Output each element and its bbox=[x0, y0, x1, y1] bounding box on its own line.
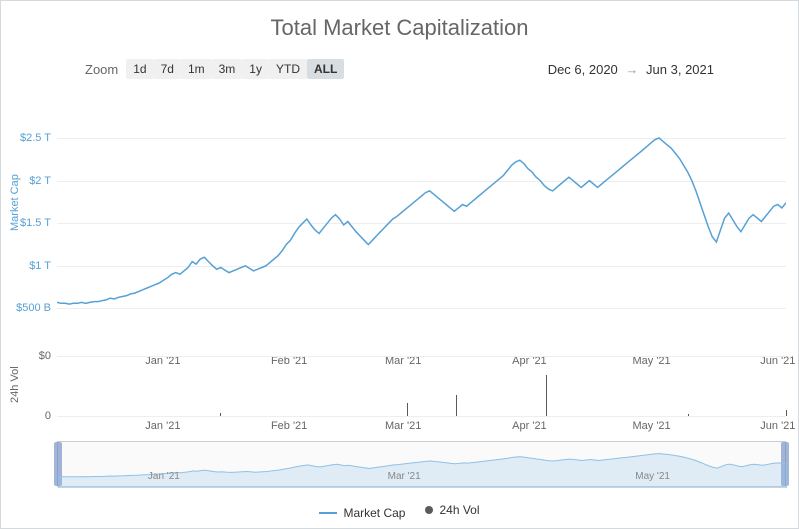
volume-bar bbox=[456, 395, 457, 416]
volume-bar bbox=[220, 413, 221, 416]
zoom-all-button[interactable]: ALL bbox=[307, 59, 344, 79]
volume-bar bbox=[546, 375, 547, 416]
legend: Market Cap 24h Vol bbox=[1, 503, 798, 520]
y-tick-label: $500 B bbox=[16, 302, 57, 314]
legend-line-icon bbox=[319, 512, 337, 514]
legend-label: Market Cap bbox=[343, 506, 405, 520]
zoom-1y-button[interactable]: 1y bbox=[242, 59, 269, 79]
y-tick-label: $2 T bbox=[29, 175, 57, 187]
main-chart-area[interactable]: $500 B$1 T$1.5 T$2 T$2.5 TJan '21Feb '21… bbox=[57, 121, 786, 351]
vol-tick-label: $0 bbox=[39, 350, 57, 362]
zoom-1d-button[interactable]: 1d bbox=[126, 59, 153, 79]
nav-tick-label: Jan '21 bbox=[148, 471, 180, 482]
zoom-group: Zoom 1d7d1m3m1yYTDALL bbox=[85, 59, 344, 79]
x-tick-label: Jan '21 bbox=[145, 416, 180, 432]
x-tick-label: Jun '21 bbox=[760, 416, 795, 432]
legend-item[interactable]: Market Cap bbox=[319, 506, 405, 520]
chart-title: Total Market Capitalization bbox=[1, 1, 798, 49]
vol-tick-label: 0 bbox=[45, 410, 57, 422]
date-range[interactable]: Dec 6, 2020 → Jun 3, 2021 bbox=[548, 62, 714, 77]
date-to: Jun 3, 2021 bbox=[646, 62, 714, 77]
x-tick-label: Feb '21 bbox=[271, 416, 307, 432]
y-tick-label: $1.5 T bbox=[20, 217, 57, 229]
chart-container: Total Market Capitalization Zoom 1d7d1m3… bbox=[0, 0, 799, 529]
arrow-icon: → bbox=[625, 62, 638, 77]
zoom-1m-button[interactable]: 1m bbox=[181, 59, 212, 79]
date-from: Dec 6, 2020 bbox=[548, 62, 618, 77]
navigator-chart[interactable]: Jan '21 Mar '21 May '21 bbox=[57, 441, 786, 487]
volume-chart-area[interactable]: 0$0Jan '21Feb '21Mar '21Apr '21May '21Ju… bbox=[57, 356, 786, 416]
legend-label: 24h Vol bbox=[439, 503, 479, 517]
vol-axis-label: 24h Vol bbox=[9, 366, 21, 403]
nav-tick-label: May '21 bbox=[635, 471, 670, 482]
x-tick-label: May '21 bbox=[633, 416, 671, 432]
y-tick-label: $1 T bbox=[29, 260, 57, 272]
legend-dot-icon bbox=[425, 506, 433, 514]
volume-bar bbox=[407, 403, 408, 416]
zoom-7d-button[interactable]: 7d bbox=[154, 59, 181, 79]
x-tick-label: Apr '21 bbox=[512, 416, 547, 432]
controls-bar: Zoom 1d7d1m3m1yYTDALL Dec 6, 2020 → Jun … bbox=[1, 49, 798, 87]
market-cap-line bbox=[57, 121, 786, 351]
legend-item[interactable]: 24h Vol bbox=[425, 503, 479, 517]
zoom-label: Zoom bbox=[85, 62, 118, 77]
zoom-3m-button[interactable]: 3m bbox=[212, 59, 243, 79]
y-tick-label: $2.5 T bbox=[20, 132, 57, 144]
nav-tick-label: Mar '21 bbox=[388, 471, 421, 482]
volume-bar bbox=[688, 414, 689, 416]
zoom-ytd-button[interactable]: YTD bbox=[269, 59, 307, 79]
gridline bbox=[57, 356, 786, 357]
x-tick-label: Mar '21 bbox=[385, 416, 421, 432]
